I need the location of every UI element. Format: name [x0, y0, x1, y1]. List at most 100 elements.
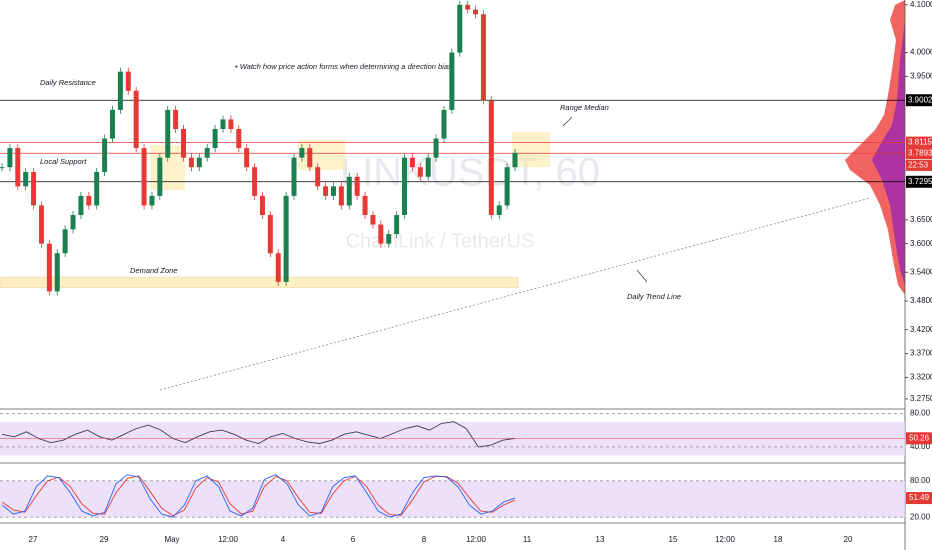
candle-body: [299, 148, 305, 158]
candle-body: [307, 148, 313, 168]
candle-body: [244, 148, 250, 168]
candle-body: [370, 214, 376, 225]
x-tick-label: 12:00: [218, 535, 239, 544]
candle-body: [70, 214, 76, 230]
price-tick-label: 3.3200: [910, 373, 932, 382]
candle-body: [141, 148, 147, 206]
x-tick-label: 18: [774, 535, 783, 544]
rsi-tag: [906, 432, 932, 445]
annotation: Range Median: [560, 103, 609, 112]
candle-body: [354, 176, 360, 196]
x-tick-label: 12:00: [715, 535, 736, 544]
x-tick-label: 11: [523, 535, 532, 544]
candle-body: [386, 234, 392, 244]
candle-body: [394, 214, 400, 235]
candle-body: [480, 14, 486, 101]
candle-body: [362, 195, 368, 215]
candle-body: [378, 224, 384, 244]
price-tag-label: 3.8115: [908, 138, 932, 147]
osc-tick-label: 20.00: [910, 512, 931, 521]
candle-body: [346, 176, 352, 206]
candle-body: [252, 167, 258, 196]
annotation: Demand Zone: [130, 266, 178, 275]
watermark-name: ChainLink / TetherUS: [346, 230, 535, 252]
x-tick-label: 6: [351, 535, 356, 544]
annotation: Local Support: [40, 157, 87, 166]
candle-body: [173, 109, 179, 129]
annotation: Daily Resistance: [40, 78, 96, 87]
price-tag: [906, 147, 932, 160]
candle-body: [473, 9, 479, 15]
candle-body: [417, 167, 423, 177]
osc-line: [1, 475, 516, 517]
candle-body: [496, 205, 502, 215]
range-box: [298, 140, 345, 170]
osc-line: [1, 421, 516, 448]
osc-tick-label: 40.00: [910, 442, 931, 451]
candle-body: [117, 71, 123, 110]
x-tick-label: 12:00: [466, 535, 487, 544]
candle-body: [236, 128, 242, 149]
candle-body: [86, 195, 92, 206]
candle-body: [149, 195, 155, 206]
candle-body: [330, 186, 336, 196]
candle-body: [125, 71, 131, 91]
candle-body: [433, 138, 439, 158]
candle-body: [181, 128, 187, 158]
candle-body: [291, 157, 297, 196]
price-tag-label: 3.7893: [908, 148, 932, 157]
candle-body: [315, 167, 321, 187]
candle-body: [94, 171, 100, 206]
price-tick-label: 3.5400: [910, 267, 932, 276]
price-tick-label: 3.6000: [910, 239, 932, 248]
candle-body: [402, 157, 408, 215]
trend-line: [159, 197, 871, 391]
candle-body: [133, 90, 139, 149]
candle-body: [338, 186, 344, 206]
volume-profile: [872, 20, 905, 285]
price-tick-label: 3.4800: [910, 296, 932, 305]
candle-body: [275, 253, 281, 282]
candle-body: [15, 148, 21, 187]
stoch-tag-label: 51.49: [909, 493, 930, 502]
countdown-tag: [906, 159, 932, 171]
candle-body: [323, 186, 329, 196]
price-tag-label: 3.9002: [908, 95, 932, 104]
candle-body: [504, 167, 510, 206]
candle-body: [46, 243, 52, 292]
arrow: [636, 269, 648, 283]
candle-body: [62, 229, 68, 254]
range-box: [512, 132, 550, 167]
candle-body: [441, 109, 447, 139]
price-tick-label: 3.2750: [910, 394, 932, 403]
rsi-tag-label: 50.26: [909, 433, 930, 442]
candle-body: [488, 100, 494, 215]
stoch-tag: [906, 492, 932, 505]
candle-body: [54, 253, 60, 292]
candle-body: [409, 157, 415, 168]
x-tick-label: 4: [281, 535, 286, 544]
candle-body: [188, 157, 194, 168]
price-tick-label: 4.1000: [910, 0, 932, 9]
osc-tick-label: 80.00: [910, 476, 931, 485]
price-tag: [906, 136, 932, 149]
candle-body: [425, 157, 431, 177]
candle-body: [512, 152, 518, 168]
osc-tick-label: 80.00: [910, 408, 931, 417]
candle-body: [78, 195, 84, 215]
arrow: [562, 116, 573, 127]
candle-body: [220, 119, 226, 129]
price-tag: [906, 94, 932, 107]
countdown-label: 22:53: [908, 160, 929, 169]
watermark-symbol: LINKUSDT, 60: [340, 151, 600, 195]
candle-body: [196, 157, 202, 168]
candle-body: [157, 157, 163, 196]
x-tick-label: 15: [669, 535, 678, 544]
candle-body: [23, 171, 29, 187]
volume-profile: [845, 0, 905, 295]
candle-body: [228, 119, 234, 129]
candle-body: [212, 128, 218, 149]
x-tick-label: 29: [100, 535, 109, 544]
candle-body: [31, 171, 37, 206]
